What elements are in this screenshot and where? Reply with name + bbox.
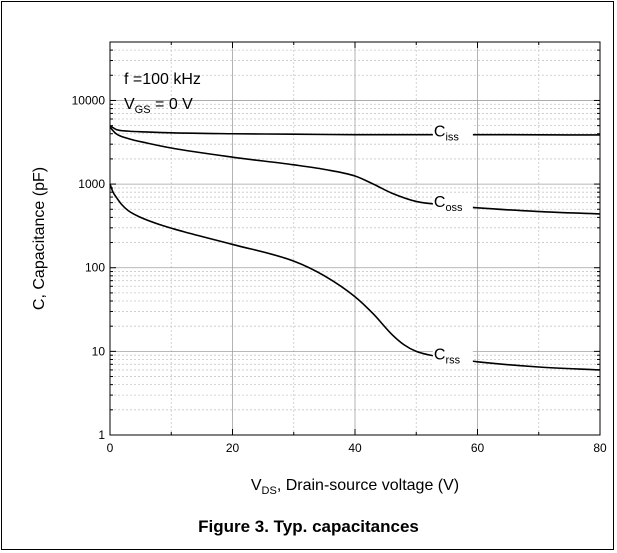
tick-labels: 0 20 40 60 80 1 10 100 1000 10000 <box>72 93 607 455</box>
annotation-vgs-main: V <box>124 96 135 113</box>
annotation-vgs-sub: GS <box>135 104 151 116</box>
series-label-crss: Crss <box>434 347 461 367</box>
series-label-main: C <box>434 194 446 211</box>
y-tick-label: 100 <box>85 261 105 275</box>
series-label-main: C <box>434 347 446 364</box>
series-label-sub: rss <box>445 355 460 367</box>
figure-caption: Figure 3. Typ. capacitances <box>198 517 419 536</box>
axis-ticks <box>109 42 601 436</box>
y-tick-label: 10000 <box>72 93 106 107</box>
x-axis-title-main: V <box>251 477 262 494</box>
series-label-bg-crss <box>432 346 473 365</box>
x-tick-label: 80 <box>593 441 607 455</box>
y-tick-label: 10 <box>92 344 106 358</box>
x-axis-title-rest: , Drain-source voltage (V) <box>277 477 459 494</box>
x-tick-label: 40 <box>348 441 362 455</box>
series-label-coss: Coss <box>434 194 463 214</box>
x-axis-title-sub: DS <box>262 485 277 497</box>
annotation-vgs: VGS = 0 V <box>124 96 193 116</box>
y-tick-label: 1 <box>98 428 105 442</box>
x-tick-label: 0 <box>107 441 114 455</box>
series-label-bg-coss <box>432 194 473 213</box>
x-tick-label: 60 <box>471 441 485 455</box>
y-axis-title: C, Capacitance (pF) <box>31 167 48 310</box>
x-axis-title: VDS, Drain-source voltage (V) <box>251 477 459 497</box>
major-grid <box>110 42 600 435</box>
series-label-sub: oss <box>445 202 463 214</box>
x-tick-label: 20 <box>226 441 240 455</box>
series-label-ciss: Ciss <box>434 124 460 144</box>
annotation-vgs-rest: = 0 V <box>151 96 194 113</box>
annotation-frequency: f =100 kHz <box>124 71 201 88</box>
series-label-sub: iss <box>445 132 459 144</box>
series-line-ciss <box>109 124 601 136</box>
y-tick-label: 1000 <box>78 177 105 191</box>
series-label-bg-ciss <box>432 123 473 142</box>
series-label-main: C <box>434 124 446 141</box>
